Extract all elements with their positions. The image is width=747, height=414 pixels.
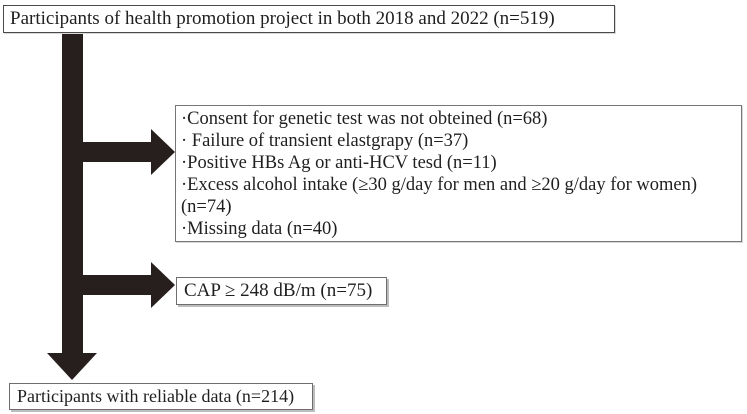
exclusion-item: · Failure of transient elastgrapy (n=37)	[181, 131, 469, 151]
down-arrow-head-icon	[47, 353, 97, 380]
exclusion-criteria-box: ·Consent for genetic test was not obtein…	[175, 105, 742, 242]
cap-branch-arrow-shaft	[83, 275, 151, 295]
exclusion-item: ·Positive HBs Ag or anti-HCV tesd (n=11)	[181, 153, 497, 173]
cap-exclusion-box: CAP ≥ 248 dB/m (n=75)	[176, 277, 387, 305]
exclusion-branch-arrow-head-icon	[151, 129, 175, 175]
exclusion-item: ·Consent for genetic test was not obtein…	[181, 109, 548, 129]
cap-branch-arrow-head-icon	[151, 262, 175, 308]
exclusion-item-continuation: (n=74)	[181, 197, 232, 217]
result-population-box: Participants with reliable data (n=214)	[9, 383, 313, 410]
exclusion-branch-arrow-shaft	[83, 142, 151, 162]
exclusion-item: ·Missing data (n=40)	[181, 219, 338, 239]
source-population-box: Participants of health promotion project…	[3, 5, 615, 33]
down-arrow-shaft	[62, 32, 83, 353]
exclusion-item: ·Excess alcohol intake (≥30 g/day for me…	[181, 175, 698, 195]
